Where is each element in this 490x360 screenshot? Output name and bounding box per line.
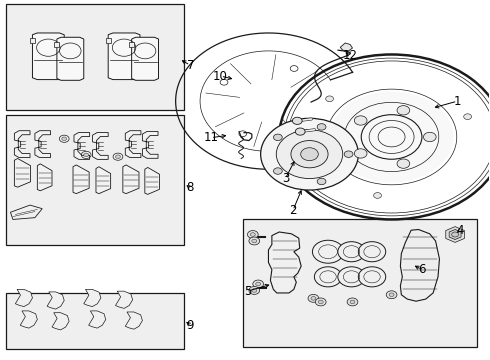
Circle shape	[308, 294, 319, 302]
Circle shape	[315, 267, 342, 287]
Polygon shape	[269, 232, 301, 293]
Circle shape	[338, 242, 365, 262]
Bar	[129, 41, 134, 47]
Text: 11: 11	[203, 131, 219, 144]
Bar	[5, 4, 184, 110]
Circle shape	[373, 193, 381, 198]
Polygon shape	[446, 226, 465, 242]
Circle shape	[252, 239, 257, 243]
Circle shape	[326, 96, 334, 102]
Circle shape	[397, 159, 410, 168]
Circle shape	[316, 298, 326, 306]
Circle shape	[249, 237, 260, 245]
Circle shape	[291, 140, 328, 168]
Polygon shape	[116, 291, 133, 309]
Bar	[243, 220, 477, 347]
Circle shape	[318, 300, 323, 304]
Circle shape	[256, 282, 261, 286]
Circle shape	[261, 118, 358, 190]
Polygon shape	[145, 167, 159, 194]
Circle shape	[252, 289, 257, 292]
Polygon shape	[14, 131, 30, 158]
Circle shape	[358, 267, 386, 287]
Text: 5: 5	[244, 285, 251, 298]
Text: 9: 9	[187, 319, 194, 332]
Polygon shape	[108, 33, 140, 80]
Circle shape	[273, 168, 282, 174]
Circle shape	[358, 242, 386, 262]
Circle shape	[276, 130, 343, 179]
Circle shape	[464, 114, 471, 120]
Polygon shape	[14, 158, 30, 187]
Polygon shape	[123, 165, 139, 194]
Circle shape	[116, 155, 121, 158]
Bar	[106, 38, 111, 43]
Polygon shape	[35, 131, 50, 158]
Circle shape	[249, 287, 260, 294]
Polygon shape	[47, 292, 64, 309]
Circle shape	[386, 291, 397, 299]
Polygon shape	[20, 311, 37, 328]
Text: 2: 2	[289, 204, 296, 217]
Polygon shape	[400, 229, 440, 301]
Circle shape	[295, 128, 305, 135]
Circle shape	[354, 116, 367, 125]
Text: 1: 1	[454, 95, 461, 108]
Polygon shape	[73, 165, 89, 194]
Circle shape	[354, 149, 367, 158]
Circle shape	[452, 232, 459, 237]
Bar	[5, 116, 184, 244]
Text: 7: 7	[187, 59, 194, 72]
Circle shape	[423, 132, 436, 141]
Polygon shape	[57, 37, 84, 80]
Text: 4: 4	[456, 224, 464, 237]
Text: 6: 6	[418, 263, 426, 276]
Polygon shape	[132, 37, 159, 80]
Circle shape	[301, 148, 318, 161]
Circle shape	[350, 300, 355, 304]
Polygon shape	[74, 132, 90, 159]
Circle shape	[389, 293, 394, 297]
Bar	[5, 293, 184, 348]
Circle shape	[344, 151, 353, 157]
Polygon shape	[125, 131, 141, 158]
Circle shape	[62, 137, 67, 140]
Circle shape	[330, 91, 453, 182]
Circle shape	[247, 230, 258, 238]
Polygon shape	[93, 132, 108, 159]
Circle shape	[253, 280, 264, 288]
Polygon shape	[10, 205, 42, 220]
Bar	[30, 38, 35, 43]
Polygon shape	[15, 289, 32, 307]
Circle shape	[317, 178, 326, 185]
Text: 10: 10	[213, 69, 228, 82]
Text: 3: 3	[282, 172, 289, 185]
Circle shape	[250, 233, 255, 236]
Polygon shape	[96, 167, 111, 194]
Polygon shape	[143, 131, 158, 158]
Polygon shape	[37, 164, 52, 191]
Circle shape	[293, 117, 302, 125]
Circle shape	[311, 297, 316, 300]
Circle shape	[317, 124, 326, 130]
Circle shape	[84, 153, 89, 157]
Bar	[54, 41, 59, 47]
Polygon shape	[32, 33, 64, 80]
Circle shape	[273, 134, 282, 140]
Polygon shape	[84, 289, 101, 307]
Polygon shape	[89, 311, 106, 328]
Polygon shape	[340, 43, 352, 51]
Circle shape	[397, 105, 410, 115]
Text: 12: 12	[343, 49, 358, 62]
Text: 8: 8	[187, 181, 194, 194]
Polygon shape	[52, 313, 69, 330]
Polygon shape	[449, 229, 461, 239]
Circle shape	[338, 267, 365, 287]
Circle shape	[347, 298, 358, 306]
Polygon shape	[125, 312, 143, 329]
Circle shape	[313, 240, 343, 263]
